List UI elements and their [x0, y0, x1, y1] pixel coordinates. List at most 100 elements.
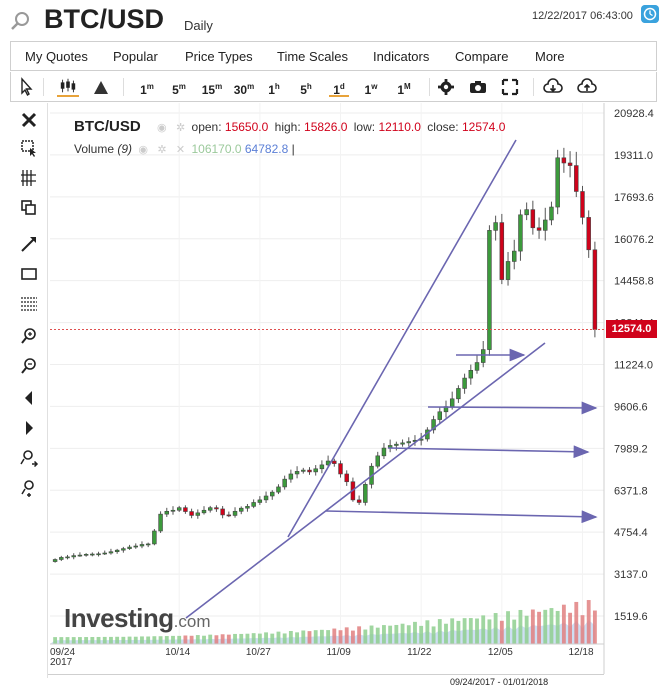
- volume-separator: |: [291, 142, 295, 156]
- candle-up: [152, 530, 157, 545]
- volume-bar: [561, 604, 566, 644]
- x-tick-label: 11/09: [327, 647, 352, 658]
- candle-down: [226, 514, 232, 517]
- close-label: close:: [427, 120, 459, 134]
- timeframe-1m[interactable]: 1m: [140, 82, 154, 97]
- timeframe-1h[interactable]: 1h: [268, 82, 280, 97]
- x-tick-label: 12/05: [488, 647, 513, 658]
- reset-zoom-icon[interactable]: [18, 477, 40, 499]
- timeframe-15m[interactable]: 15m: [201, 82, 223, 97]
- y-tick-label: 14458.8: [614, 276, 654, 288]
- candle-up: [449, 398, 455, 407]
- close-small-icon[interactable]: ✕: [175, 144, 186, 156]
- menu-price-types[interactable]: Price Types: [185, 49, 253, 64]
- fullscreen-icon[interactable]: [501, 77, 519, 97]
- volume-bar: [239, 633, 244, 644]
- volume-bar: [537, 611, 541, 644]
- settings-small-icon[interactable]: ✲: [175, 122, 186, 134]
- close-icon[interactable]: [18, 109, 40, 131]
- volume-bar: [499, 620, 504, 644]
- menu-popular[interactable]: Popular: [113, 49, 158, 64]
- search-icon[interactable]: [10, 10, 32, 32]
- volume-bar: [382, 625, 386, 644]
- candle-up: [127, 546, 132, 549]
- candle-up: [301, 469, 306, 472]
- volume-bar: [90, 637, 95, 644]
- menu-my-quotes[interactable]: My Quotes: [25, 49, 88, 64]
- price-chart[interactable]: 20928.419311.017693.616076.214458.812841…: [48, 103, 657, 678]
- volume-bar: [406, 625, 411, 644]
- volume-bar: [574, 601, 579, 644]
- x-tick-label: 09/24: [50, 647, 75, 658]
- volume-bar: [158, 636, 163, 644]
- timeframe-1w[interactable]: 1w: [364, 82, 378, 97]
- candle-up: [239, 507, 244, 512]
- candle-up: [52, 559, 58, 562]
- candle-up: [437, 411, 443, 420]
- volume-bar: [208, 634, 213, 644]
- menu-time-scales[interactable]: Time Scales: [277, 49, 349, 64]
- copy-icon[interactable]: [18, 197, 40, 219]
- timeframe-5m[interactable]: 5m: [172, 82, 186, 97]
- timeframe-1d[interactable]: 1d: [329, 77, 349, 97]
- zoom-out-icon[interactable]: [18, 355, 40, 377]
- crosshair-icon[interactable]: [18, 167, 40, 189]
- menu-indicators[interactable]: Indicators: [373, 49, 430, 64]
- candle-up: [406, 441, 411, 444]
- volume-bar: [338, 630, 343, 644]
- arrow-cursor-icon[interactable]: [19, 77, 33, 97]
- cloud-download-icon[interactable]: [543, 77, 563, 97]
- volume-bar: [65, 637, 70, 644]
- timeframe-30m[interactable]: 30m: [233, 82, 255, 97]
- menu-compare[interactable]: Compare: [455, 49, 509, 64]
- trend-line-icon[interactable]: [18, 233, 40, 255]
- candle-up: [480, 349, 486, 363]
- volume-bar: [350, 630, 355, 644]
- candle-down: [332, 460, 337, 464]
- upper-trend-line: [287, 139, 517, 538]
- cloud-upload-icon[interactable]: [577, 77, 597, 97]
- candle-up: [232, 510, 238, 516]
- menu-more[interactable]: More: [535, 49, 565, 64]
- timeframe-5h[interactable]: 5h: [300, 82, 312, 97]
- candle-down: [580, 191, 585, 218]
- y-tick-label: 16076.2: [614, 234, 654, 246]
- candle-up: [121, 548, 126, 551]
- fibonacci-icon[interactable]: [18, 293, 40, 315]
- candle-down: [344, 473, 349, 483]
- eye-icon[interactable]: ◉: [157, 122, 167, 134]
- candle-up: [139, 544, 145, 547]
- volume-value-2: 64782.8: [244, 142, 289, 156]
- high-value: 15826.0: [304, 120, 348, 134]
- scroll-left-icon[interactable]: [18, 387, 40, 409]
- candlestick-type-icon[interactable]: [57, 77, 79, 97]
- y-tick-label: 4754.4: [614, 527, 648, 539]
- volume-bar: [344, 627, 349, 644]
- rectangle-icon[interactable]: [18, 263, 40, 285]
- area-type-icon[interactable]: [93, 77, 109, 97]
- clock-icon[interactable]: [641, 5, 659, 23]
- gear-icon[interactable]: [437, 77, 455, 97]
- select-area-icon[interactable]: [18, 137, 40, 159]
- volume-bar: [96, 636, 101, 644]
- scroll-right-icon[interactable]: [18, 417, 40, 439]
- zoom-in-icon[interactable]: [18, 325, 40, 347]
- date-range-label: 09/24/2017 - 01/01/2018: [450, 677, 549, 687]
- settings-small-icon[interactable]: ✲: [157, 144, 167, 156]
- candle-up: [96, 553, 101, 556]
- volume-bar: [282, 633, 287, 644]
- candle-down: [586, 217, 591, 251]
- timeframe-1M[interactable]: 1M: [397, 82, 411, 97]
- volume-bar: [146, 636, 151, 644]
- candle-up: [158, 513, 163, 532]
- y-tick-label: 20928.4: [614, 108, 654, 120]
- volume-bar: [363, 629, 368, 644]
- eye-icon[interactable]: ◉: [138, 144, 148, 156]
- volume-bar: [468, 618, 473, 644]
- camera-icon[interactable]: [469, 77, 487, 97]
- x-axis-grid: [178, 103, 583, 644]
- magnet-icon[interactable]: [18, 447, 40, 469]
- support-arrow: [387, 445, 590, 459]
- volume-series: [50, 600, 604, 645]
- volume-bar: [140, 636, 144, 644]
